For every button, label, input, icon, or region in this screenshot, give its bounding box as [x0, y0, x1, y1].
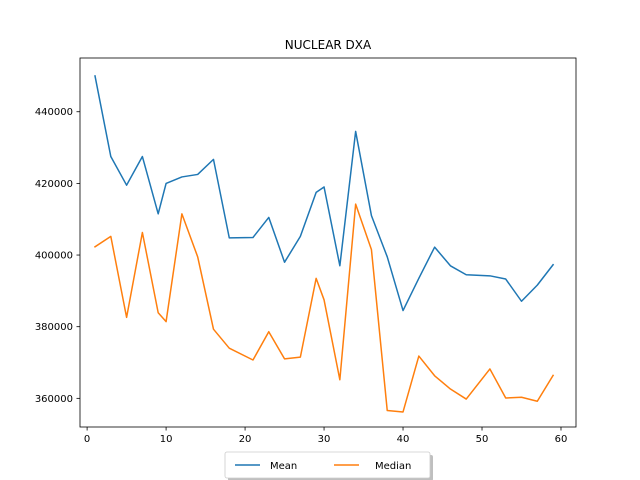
x-tick-label: 40	[397, 434, 410, 445]
x-tick-label: 30	[318, 434, 331, 445]
x-tick-label: 50	[476, 434, 489, 445]
series-line-mean	[94, 75, 555, 312]
x-tick-label: 20	[239, 434, 252, 445]
legend-label-median: Median	[375, 461, 411, 472]
legend: Mean Median	[224, 451, 433, 480]
series-line-median	[93, 203, 555, 413]
x-axis: 0 10 20 30 40 50 60	[84, 427, 567, 445]
x-tick-label: 60	[555, 434, 568, 445]
y-axis: 360000 380000 400000 420000 440000	[35, 107, 80, 405]
y-tick-label: 400000	[35, 251, 73, 262]
y-tick-label: 360000	[35, 394, 73, 405]
legend-box	[224, 451, 431, 479]
y-tick-label: 380000	[35, 322, 73, 333]
plot-area	[79, 57, 577, 428]
y-tick-label: 420000	[35, 179, 73, 190]
legend-label-mean: Mean	[270, 461, 297, 472]
x-tick-label: 10	[160, 434, 173, 445]
series-layer	[93, 75, 555, 413]
x-tick-label: 0	[84, 434, 90, 445]
y-tick-label: 440000	[35, 107, 73, 118]
chart-title: NUCLEAR DXA	[285, 38, 372, 52]
axes-frame	[79, 57, 577, 428]
